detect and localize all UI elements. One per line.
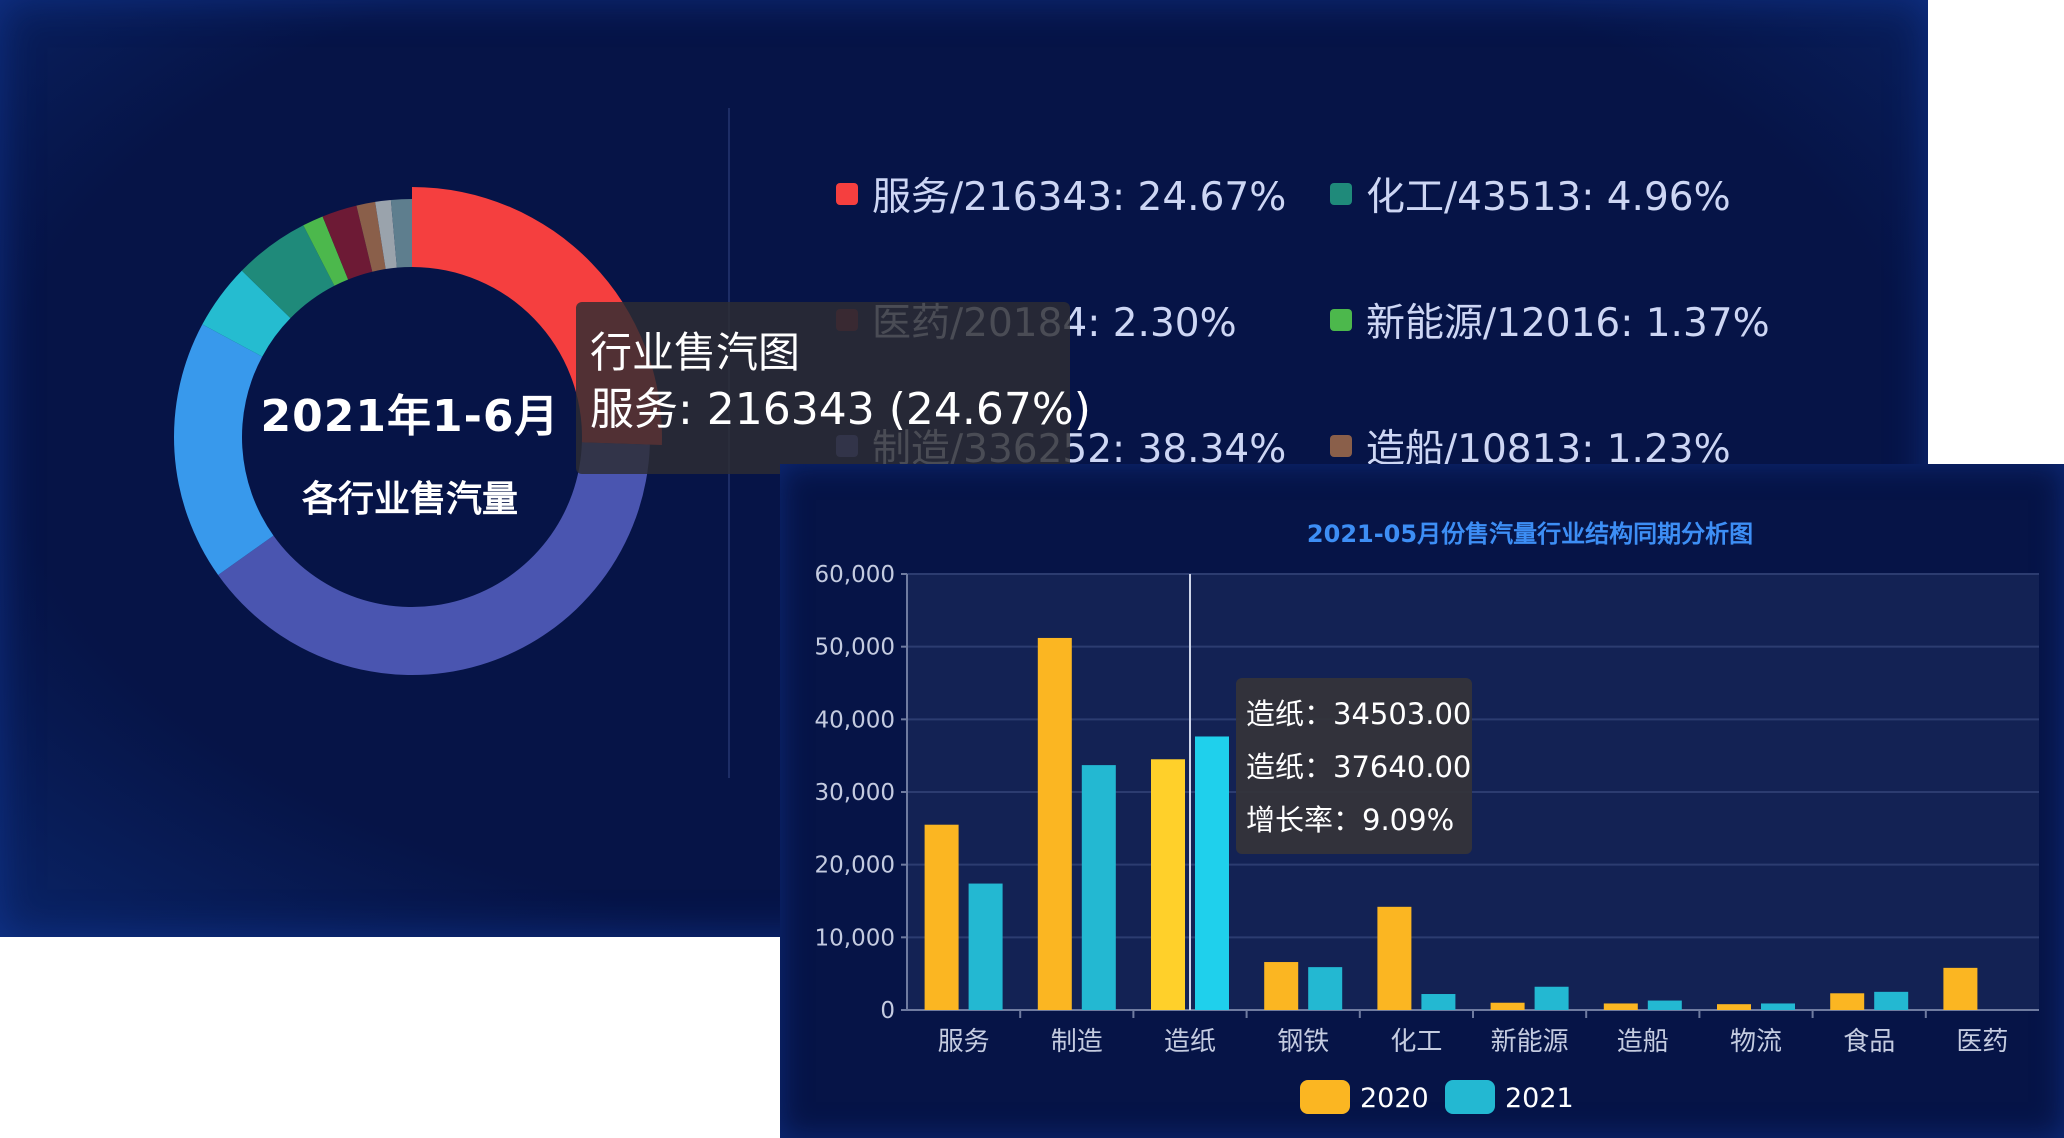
y-tick-label: 10,000 xyxy=(815,925,895,951)
bar-2020-造船[interactable] xyxy=(1603,1003,1638,1010)
donut-slice-食品[interactable] xyxy=(390,199,412,268)
y-tick-label: 50,000 xyxy=(815,635,895,661)
bar-tooltip-row: 造纸：37640.00 xyxy=(1246,750,1472,784)
bar-2021-服务[interactable] xyxy=(968,883,1003,1010)
legend-swatch xyxy=(1330,435,1352,457)
bar-2021-食品[interactable] xyxy=(1874,991,1909,1010)
bar-2021-造纸[interactable] xyxy=(1195,736,1229,1010)
legend-label[interactable]: 2021 xyxy=(1505,1083,1574,1114)
bar-2020-化工[interactable] xyxy=(1377,906,1412,1010)
y-tick-label: 60,000 xyxy=(815,562,895,588)
pie-tooltip: 行业售汽图 服务: 216343 (24.67%) xyxy=(576,302,1091,474)
pie-tooltip-title: 行业售汽图 xyxy=(590,328,801,377)
bar-2020-服务[interactable] xyxy=(924,824,959,1010)
bar-tooltip-row: 增长率：9.09% xyxy=(1246,803,1455,837)
legend-item[interactable]: 新能源/12016: 1.37% xyxy=(1330,292,1770,348)
legend-swatch xyxy=(1330,183,1352,205)
donut-slice-物流[interactable] xyxy=(375,199,397,270)
x-tick-label: 造船 xyxy=(1617,1027,1669,1057)
donut-slice-医药[interactable] xyxy=(322,205,373,280)
bar-tooltip-row: 造纸：34503.00 xyxy=(1246,697,1472,731)
y-tick-label: 0 xyxy=(880,998,895,1024)
legend-swatch xyxy=(836,183,858,205)
x-tick-label: 化工 xyxy=(1390,1027,1442,1057)
donut-center-subtitle: 各行业售汽量 xyxy=(301,479,518,520)
legend-item[interactable]: 服务/216343: 24.67% xyxy=(836,166,1286,222)
bar-chart-panel: 60,000 50,000 40,000 30,000 20,000 10,000 0 服务 制… xyxy=(780,464,2064,1138)
donut-slice-造纸[interactable] xyxy=(173,324,274,576)
legend-item[interactable]: 化工/43513: 4.96% xyxy=(1330,166,1731,222)
x-tick-label: 钢铁 xyxy=(1277,1027,1329,1057)
bar-2020-食品[interactable] xyxy=(1830,993,1865,1010)
x-tick-label: 医药 xyxy=(1956,1027,2008,1057)
legend-swatch xyxy=(1330,309,1352,331)
y-tick-label: 30,000 xyxy=(815,780,895,806)
x-tick-label: 物流 xyxy=(1730,1027,1782,1057)
donut-slice-造船[interactable] xyxy=(356,201,386,272)
x-tick-label: 造纸 xyxy=(1164,1027,1216,1057)
bar-2020-制造[interactable] xyxy=(1037,637,1072,1010)
bar-chart: 60,000 50,000 40,000 30,000 20,000 10,000 0 服务 制… xyxy=(815,562,2039,1114)
bar-2021-物流[interactable] xyxy=(1761,1003,1795,1010)
legend-label: 新能源/12016: 1.37% xyxy=(1366,301,1770,346)
y-tick-label: 20,000 xyxy=(815,853,895,879)
pie-tooltip-value: 服务: 216343 (24.67%) xyxy=(590,384,1091,435)
bar-2020-钢铁[interactable] xyxy=(1264,962,1299,1010)
donut-center-title: 2021年1-6月 xyxy=(260,391,560,442)
x-tick-label: 食品 xyxy=(1843,1027,1895,1057)
donut-slice-制造[interactable] xyxy=(218,442,650,676)
bar-2021-钢铁[interactable] xyxy=(1308,967,1343,1010)
donut-slice-新能源[interactable] xyxy=(303,216,349,286)
bar-tooltip: 造纸：34503.00 造纸：37640.00 增长率：9.09% xyxy=(1236,678,1472,854)
y-tick-label: 40,000 xyxy=(815,707,895,733)
legend-label[interactable]: 2020 xyxy=(1360,1083,1429,1114)
bar-2020-医药[interactable] xyxy=(1943,967,1978,1010)
bar-2020-新能源[interactable] xyxy=(1490,1002,1525,1010)
bar-2021-化工[interactable] xyxy=(1421,994,1456,1010)
legend-swatch-2021[interactable] xyxy=(1445,1080,1495,1114)
bar-2021-造船[interactable] xyxy=(1647,1000,1682,1010)
bar-2020-物流[interactable] xyxy=(1717,1004,1751,1010)
x-tick-label: 新能源 xyxy=(1491,1027,1569,1057)
bar-chart-title: 2021-05月份售汽量行业结构同期分析图 xyxy=(1306,520,1754,548)
legend-swatch-2020[interactable] xyxy=(1300,1080,1350,1114)
x-tick-label: 制造 xyxy=(1051,1027,1103,1057)
bar-2021-新能源[interactable] xyxy=(1534,986,1569,1010)
bar-2021-制造[interactable] xyxy=(1081,765,1116,1010)
legend-label: 服务/216343: 24.67% xyxy=(872,175,1287,220)
legend-label: 化工/43513: 4.96% xyxy=(1366,175,1731,220)
x-tick-label: 服务 xyxy=(938,1027,990,1057)
donut-slice-化工[interactable] xyxy=(241,225,335,319)
donut-slice-钢铁[interactable] xyxy=(202,270,291,357)
bar-2020-造纸[interactable] xyxy=(1151,759,1185,1010)
